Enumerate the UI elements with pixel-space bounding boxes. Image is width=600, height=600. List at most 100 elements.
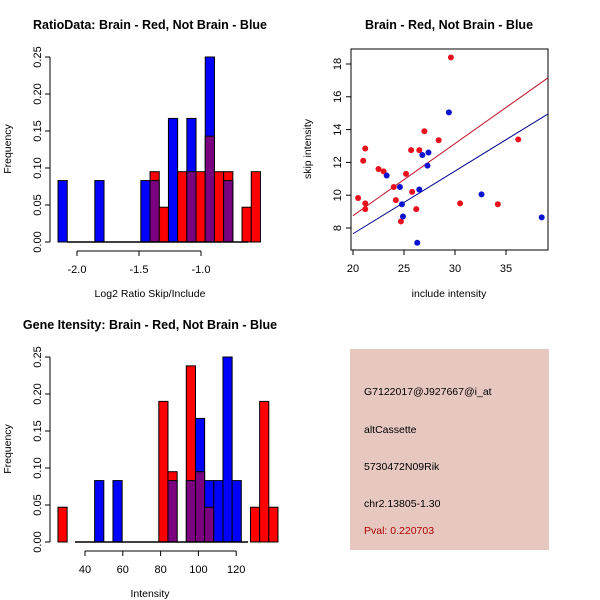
y-tick-label: 0.00 (32, 531, 44, 552)
overlap-bar (167, 480, 178, 543)
y-tick-label: 14 (332, 123, 344, 135)
y-tick-label: 0.25 (32, 346, 44, 367)
y-tick-label: 10 (332, 189, 344, 201)
not-brain-point (383, 172, 390, 179)
brain-point (409, 188, 416, 195)
not-brain-bar (57, 180, 68, 243)
y-tick-label: 0.10 (32, 457, 44, 478)
y-tick-label: 12 (332, 156, 344, 168)
not-brain-bar (222, 356, 233, 543)
y-tick-label: 0.05 (32, 494, 44, 515)
y-tick-label: 0.15 (32, 120, 44, 141)
brain-point (375, 165, 382, 172)
not-brain-point (399, 213, 406, 220)
not-brain-bar (231, 480, 242, 543)
scatter-xlabel: include intensity (412, 288, 487, 300)
probe-id: G7122017@J927667@i_at (364, 386, 492, 398)
x-tick-label: -1.5 (130, 264, 149, 276)
ratio-hist-ylabel: Frequency (2, 123, 14, 173)
intensity-scatter-plot: Brain - Red, Not Brain - Blue include in… (302, 18, 549, 300)
x-tick-label: 80 (154, 564, 166, 576)
chromosome-location: chr2.13805-1.30 (364, 498, 441, 510)
brain-point (397, 218, 404, 225)
x-tick-label: 120 (227, 564, 245, 576)
not-brain-bar (112, 480, 123, 543)
brain-point (515, 136, 522, 143)
not-brain-point (414, 239, 421, 246)
scatter-title: Brain - Red, Not Brain - Blue (365, 18, 533, 32)
not-brain-fit-line (352, 113, 549, 235)
brain-bar (213, 171, 225, 243)
brain-point (390, 184, 397, 190)
y-tick-label: 0.05 (32, 194, 44, 215)
gene-intensity-histogram: Gene Itensity: Brain - Red, Not Brain - … (2, 318, 279, 600)
brain-point (435, 137, 442, 144)
brain-point (362, 206, 369, 213)
y-tick-label: 0.15 (32, 420, 44, 441)
gene-hist-xlabel: Intensity (130, 588, 170, 600)
y-tick-label: 0.25 (32, 46, 44, 67)
brain-point (421, 128, 428, 135)
brain-fit-line (352, 77, 549, 217)
overlap-bar (185, 480, 196, 543)
gene-name: 5730472N09Rik (364, 461, 440, 473)
not-brain-point (538, 214, 545, 221)
y-tick-label: 0.00 (32, 231, 44, 252)
brain-point (380, 168, 387, 175)
brain-point (362, 200, 369, 207)
ratio-histogram: RatioData: Brain - Red, Not Brain - Blue… (2, 18, 267, 300)
x-tick-label: 100 (189, 564, 207, 576)
brain-bar (250, 171, 261, 243)
x-tick-label: -1.0 (192, 264, 211, 276)
not-brain-point (478, 191, 485, 198)
not-brain-bar (167, 117, 179, 243)
brain-point (457, 200, 464, 207)
overlap-bar (194, 471, 206, 543)
not-brain-point (445, 109, 452, 116)
brain-bar (158, 400, 169, 543)
overlap-bar (223, 180, 234, 243)
not-brain-bar (94, 180, 105, 243)
brain-point (403, 170, 410, 177)
brain-bar (57, 506, 68, 543)
brain-bar (158, 206, 169, 243)
brain-point (362, 145, 369, 152)
not-brain-point (416, 186, 423, 193)
overlap-bar (204, 135, 215, 243)
x-tick-label: 40 (79, 564, 91, 576)
not-brain-point (425, 149, 432, 156)
brain-point (408, 147, 415, 154)
brain-point (360, 157, 367, 164)
not-brain-bar (140, 180, 151, 243)
brain-bar (249, 506, 261, 543)
ratio-hist-xlabel: Log2 Ratio Skip/Include (95, 288, 206, 300)
brain-bar (259, 400, 270, 543)
gene-hist-title: Gene Itensity: Brain - Red, Not Brain - … (23, 318, 277, 332)
brain-point (413, 206, 420, 213)
p-value: Pval: 0.220703 (364, 525, 435, 537)
y-tick-label: 18 (332, 58, 344, 70)
scatter-plot-box (350, 48, 549, 251)
not-brain-bar (94, 480, 105, 543)
brain-point (416, 147, 423, 154)
overlap-bar (149, 180, 160, 243)
probe-info-panel: G7122017@J927667@i_at altCassette 573047… (350, 349, 549, 550)
brain-bar (177, 171, 188, 243)
x-tick-label: 20 (347, 263, 359, 275)
not-brain-point (396, 184, 403, 190)
x-tick-label: 60 (117, 564, 129, 576)
scatter-ylabel: skip intensity (302, 118, 314, 179)
gene-hist-ylabel: Frequency (2, 423, 14, 473)
brain-point (355, 194, 362, 201)
not-brain-bar (213, 480, 224, 543)
brain-bar (241, 206, 252, 243)
brain-point (494, 201, 501, 208)
not-brain-point (424, 162, 431, 169)
x-tick-label: 30 (449, 263, 461, 275)
overlap-bar (204, 506, 215, 543)
not-brain-point (398, 201, 405, 208)
overlap-bar (186, 171, 197, 243)
ratio-hist-title: RatioData: Brain - Red, Not Brain - Blue (33, 18, 267, 32)
brain-bar (195, 171, 206, 243)
